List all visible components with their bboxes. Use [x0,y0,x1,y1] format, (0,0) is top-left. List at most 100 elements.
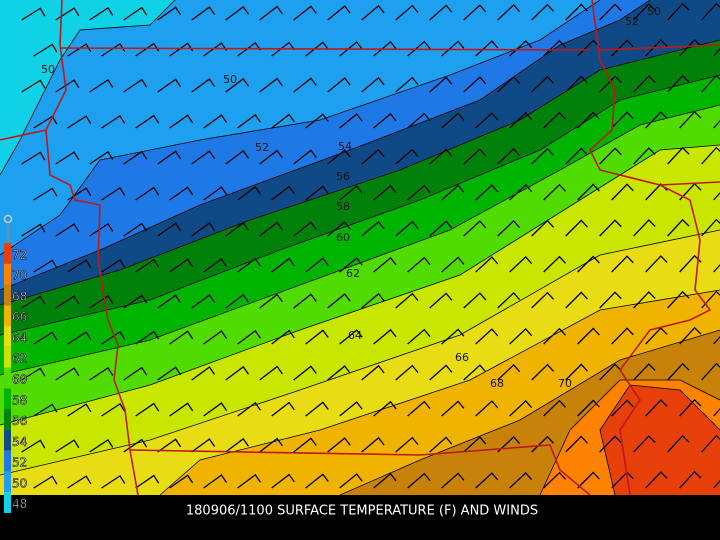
wind-barb [237,257,261,273]
border [589,0,712,496]
wind-barb [327,437,351,453]
wind-barb [191,438,216,453]
wind-barb [543,399,567,417]
wind-barb [237,401,261,417]
wind-barb [89,366,114,381]
wind-barb [475,328,499,345]
wind-barb [327,293,351,309]
wind-barb [701,362,720,381]
legend-label: 64 [12,331,27,345]
wind-barb [101,114,126,129]
wind-barb [169,330,194,345]
legend-swatch [4,388,11,410]
wind-barb [373,184,397,201]
wind-barb [611,399,634,417]
wind-barb [259,293,283,309]
wind-barb [135,258,160,273]
wind-barb [645,255,668,273]
wind-barb [645,39,668,57]
wind-barb [679,470,702,489]
wind-barb [429,4,453,21]
wind-barb [701,2,720,21]
contour-labels: 50 50 52 54 56 58 60 62 64 66 68 70 52 50 [41,5,661,390]
wind-barb [157,6,182,21]
wind-barb [611,183,634,201]
wind-barb [611,327,634,345]
wind-barb [327,77,351,93]
wind-barb [67,43,92,57]
wind-barb [713,47,720,57]
wind-barb [633,219,656,237]
wind-barb [565,3,588,21]
wind-barb [169,474,194,489]
wind-barb [293,77,317,93]
wind-barb [89,222,114,237]
legend-label: 62 [12,352,27,366]
contour [0,229,720,476]
wind-barb [157,222,182,237]
contour [0,0,651,291]
wind-barb [645,399,668,417]
wind-barb [429,148,453,165]
wind-barb [429,76,453,93]
wind-barb [497,147,521,165]
wind-barb [463,364,487,381]
wind-barb [679,254,702,273]
wind-barb [429,436,453,453]
wind-barb [543,471,567,489]
border [599,44,720,51]
wind-barb [611,255,634,273]
wind-barb [55,223,80,237]
wind-barb [55,367,80,381]
wind-barb [339,113,363,129]
wind-barb [305,41,329,57]
wind-barb [123,150,148,165]
wind-barb [497,435,521,453]
wind-barb [237,329,261,345]
wind-barb [21,367,46,381]
wind-barb [361,364,385,381]
legend-label: 54 [12,435,27,449]
wind-barb [271,401,295,417]
wind-barb [89,294,114,309]
wind-barb [463,4,487,21]
legend-swatch [4,263,11,285]
wind-barb [441,328,465,345]
wind-barb [497,219,521,237]
wind-barb [259,5,283,21]
wind-barb [543,39,567,57]
wind-barb [339,401,363,417]
wind-barb [395,4,419,21]
wind-barb [67,115,92,129]
wind-barb [463,148,487,165]
wind-barb [237,185,261,201]
wind-barb [237,473,261,489]
wind-barb [293,5,317,21]
wind-barb [327,221,351,237]
wind-barb [237,113,261,129]
wind-barb [407,328,431,345]
wind-barb [55,295,80,309]
wind-barb [373,112,397,129]
wind-barb [203,474,228,489]
wind-barb [599,435,622,453]
wind-barb [441,40,465,57]
wind-barb [509,399,533,417]
wind-barb [33,43,58,57]
wind-barb [407,256,431,273]
wind-barb [713,263,720,273]
wind-barb [395,148,419,165]
contour-label: 70 [558,377,572,390]
wind-barb [679,38,702,57]
wind-barb [259,365,283,381]
legend-swatch [4,326,11,347]
wind-barb [203,186,228,201]
wind-barb [21,439,46,453]
contour [0,0,601,256]
legend-swatch [4,450,11,472]
border [129,444,591,496]
wind-barb [259,221,283,237]
legend-label: 66 [12,310,27,324]
wind-barb [713,191,720,201]
